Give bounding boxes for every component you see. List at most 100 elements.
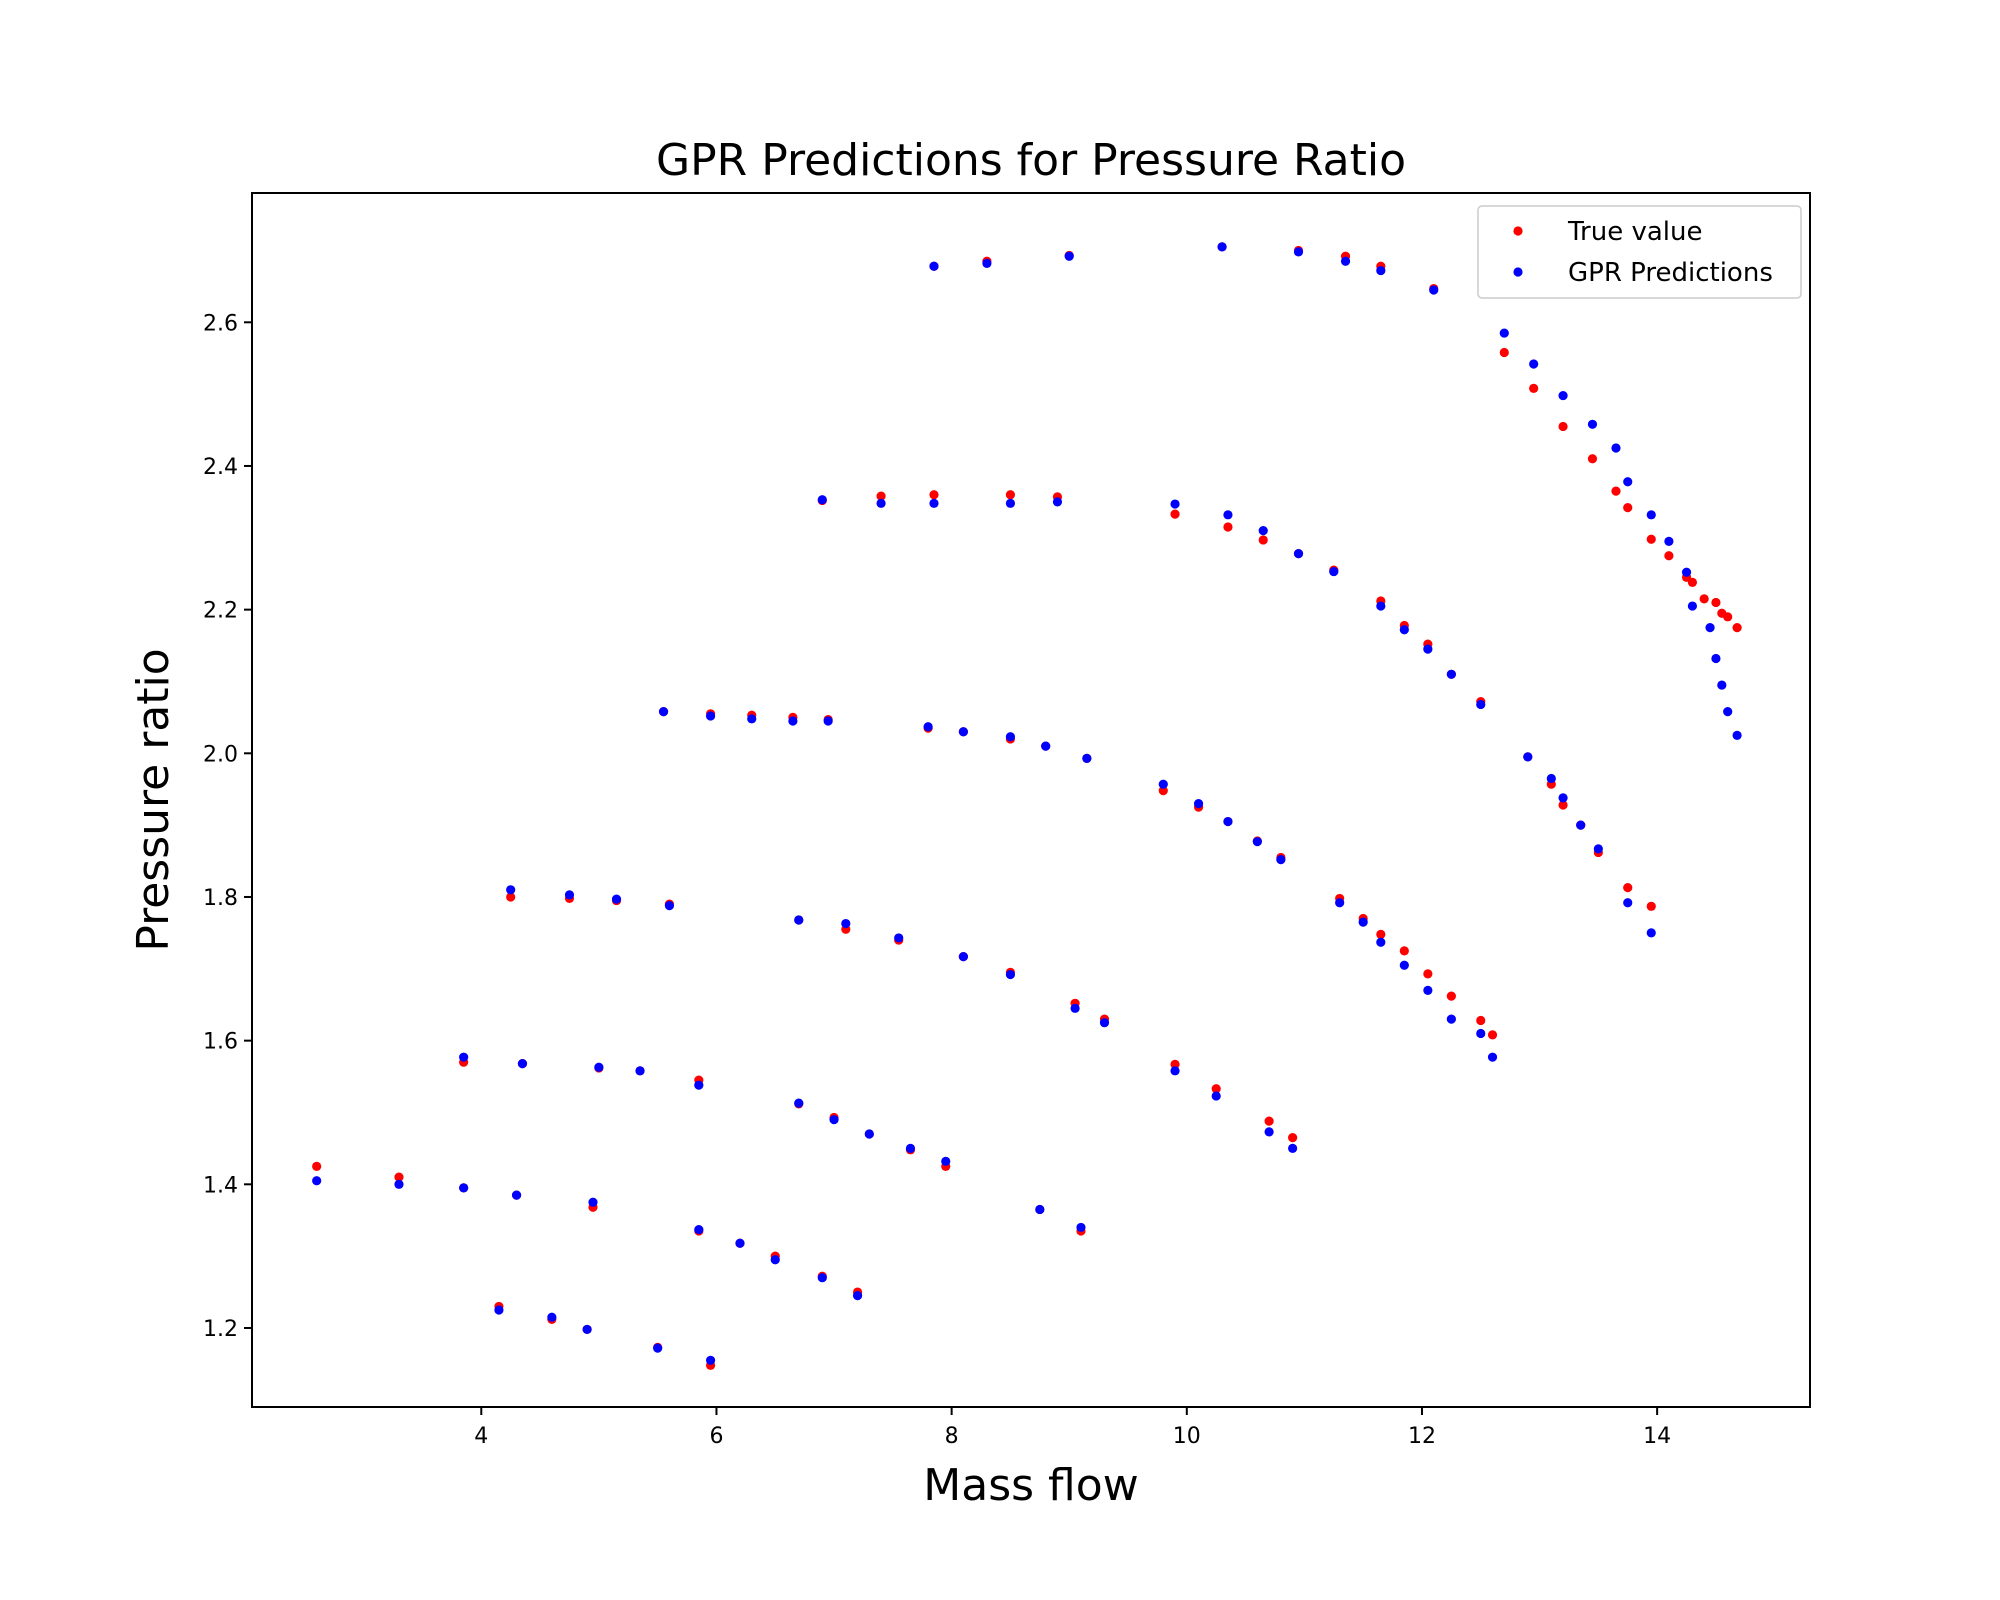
- data-point: [823, 716, 833, 726]
- data-point: [905, 1143, 916, 1153]
- x-tick-label: 6: [709, 1424, 723, 1449]
- data-point: [1035, 1204, 1045, 1215]
- data-point: [664, 900, 675, 911]
- data-point: [459, 1052, 469, 1062]
- data-point: [1723, 612, 1733, 622]
- data-point: [312, 1161, 322, 1171]
- data-point: [1170, 1066, 1180, 1076]
- x-tick-label: 12: [1408, 1424, 1436, 1449]
- data-point: [1558, 390, 1568, 401]
- data-point: [788, 716, 798, 726]
- x-axis-title: Mass flow: [923, 1460, 1138, 1511]
- data-point: [1717, 680, 1727, 690]
- data-point: [1587, 419, 1598, 429]
- data-point: [1223, 510, 1233, 520]
- legend-box: [1477, 205, 1802, 299]
- data-point: [1529, 383, 1539, 393]
- data-point: [1376, 601, 1386, 611]
- data-point: [459, 1183, 469, 1193]
- y-tick-label: 2.2: [203, 599, 238, 624]
- y-tick-label: 2.4: [203, 455, 238, 480]
- data-point: [394, 1172, 404, 1182]
- data-point: [705, 711, 716, 721]
- data-point: [1429, 285, 1439, 295]
- data-point: [564, 890, 575, 900]
- data-point: [1252, 837, 1262, 847]
- data-point: [1476, 1015, 1486, 1026]
- data-point: [1264, 1116, 1274, 1126]
- data-point: [594, 1062, 604, 1072]
- data-point: [1546, 773, 1556, 784]
- data-point: [1005, 969, 1016, 980]
- data-point: [1217, 242, 1227, 252]
- data-point: [1276, 855, 1286, 865]
- data-point: [941, 1156, 951, 1166]
- data-point: [1264, 1127, 1274, 1137]
- data-point: [1446, 1014, 1456, 1024]
- data-point: [747, 714, 757, 724]
- data-point: [1399, 946, 1409, 956]
- data-point: [770, 1255, 780, 1265]
- legend: True value GPR Predictions: [1477, 205, 1802, 299]
- data-point: [1646, 510, 1656, 520]
- data-point: [1623, 503, 1633, 513]
- plot-points: [312, 242, 1742, 1370]
- data-point: [511, 1190, 522, 1200]
- data-point: [658, 707, 669, 717]
- data-point: [1293, 247, 1304, 257]
- data-point: [1476, 699, 1486, 710]
- data-point: [653, 1343, 663, 1353]
- data-point: [852, 1291, 863, 1301]
- data-point: [1358, 917, 1368, 927]
- legend-label: True value: [1567, 217, 1703, 247]
- data-point: [1699, 594, 1709, 604]
- data-point: [1223, 522, 1233, 532]
- data-point: [312, 1176, 322, 1186]
- data-point: [1705, 622, 1715, 633]
- legend-marker: [1513, 267, 1523, 277]
- data-point: [1487, 1030, 1498, 1040]
- data-point: [1587, 454, 1598, 464]
- data-point: [794, 1098, 804, 1108]
- data-point: [1076, 1222, 1086, 1233]
- data-point: [1399, 960, 1409, 970]
- y-tick-label: 1.4: [203, 1173, 238, 1198]
- data-point: [1487, 1052, 1498, 1062]
- data-point: [929, 490, 939, 500]
- data-point: [929, 261, 939, 271]
- data-point: [1711, 597, 1721, 608]
- data-point: [1646, 928, 1656, 938]
- legend-label: GPR Predictions: [1568, 258, 1773, 288]
- x-tick-label: 8: [945, 1424, 959, 1449]
- data-point: [1611, 443, 1621, 453]
- data-point: [982, 258, 992, 268]
- data-point: [923, 722, 933, 732]
- data-point: [1170, 509, 1180, 519]
- data-point: [506, 885, 516, 895]
- data-point: [1499, 347, 1509, 358]
- data-point: [547, 1312, 557, 1322]
- data-point: [1005, 490, 1016, 500]
- y-axis-title: Pressure ratio: [128, 648, 179, 951]
- data-point: [1646, 901, 1656, 911]
- data-point: [1711, 653, 1721, 664]
- data-point: [1523, 752, 1533, 762]
- data-point: [1593, 844, 1603, 854]
- y-tick-label: 1.6: [203, 1030, 238, 1055]
- data-point: [1064, 251, 1074, 261]
- data-point: [1623, 883, 1633, 893]
- data-point: [1423, 644, 1433, 654]
- data-point: [1211, 1091, 1221, 1101]
- y-axis-ticks: 1.2 1.4 1.6 1.8 2.0 2.2 2.4 2.6: [203, 311, 252, 1342]
- data-point: [1558, 793, 1568, 803]
- data-point: [1646, 534, 1656, 544]
- data-point: [1664, 551, 1674, 561]
- data-point: [1005, 732, 1016, 742]
- x-axis-ticks: 4 6 8 10 12 14: [474, 1407, 1671, 1449]
- data-point: [864, 1129, 874, 1139]
- data-point: [876, 491, 886, 501]
- data-point: [1664, 536, 1674, 546]
- data-point: [817, 495, 827, 505]
- data-point: [1623, 477, 1633, 487]
- data-point: [694, 1224, 704, 1235]
